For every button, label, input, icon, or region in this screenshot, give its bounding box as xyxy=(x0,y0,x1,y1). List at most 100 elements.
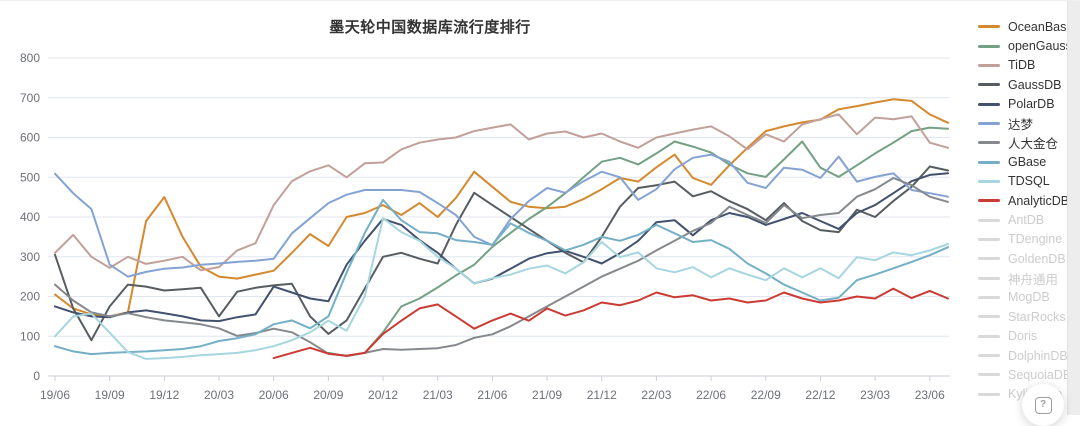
chart-legend: OceanBase openGauss TiDB GaussDB PolarDB 达梦人大… xyxy=(978,17,1078,404)
legend-swatch xyxy=(978,392,1000,396)
legend-item-人大金仓[interactable]: 人大金仓 xyxy=(978,133,1078,152)
legend-swatch xyxy=(978,334,1000,338)
legend-label: TDSQL xyxy=(1008,174,1050,189)
legend-item-神舟通用[interactable]: 神舟通用 xyxy=(978,268,1078,287)
y-axis-label: 200 xyxy=(20,290,40,304)
series-line-GaussDB xyxy=(54,165,949,342)
x-axis-label: 23/06 xyxy=(915,388,945,402)
legend-item-MogDB[interactable]: MogDB xyxy=(978,288,1078,307)
legend-label: PolarDB xyxy=(1008,97,1055,112)
legend-swatch xyxy=(978,354,1000,358)
x-axis-label: 19/09 xyxy=(95,388,125,402)
help-button[interactable]: ? xyxy=(1022,384,1064,426)
legend-item-GBase[interactable]: GBase xyxy=(978,152,1078,171)
x-axis-label: 19/06 xyxy=(40,388,70,402)
x-axis-label: 23/03 xyxy=(860,388,890,402)
legend-label: TDengine xyxy=(1008,232,1063,247)
legend-label: GoldenDB xyxy=(1008,251,1066,266)
legend-item-达梦[interactable]: 达梦 xyxy=(978,114,1078,133)
legend-swatch xyxy=(978,276,1000,280)
legend-label: DolphinDB xyxy=(1008,348,1068,363)
legend-label: openGauss xyxy=(1008,39,1072,54)
help-icon: ? xyxy=(1034,396,1052,414)
y-axis-label: 600 xyxy=(20,131,40,145)
legend-label: TiDB xyxy=(1008,58,1036,73)
x-axis-label: 22/09 xyxy=(751,388,781,402)
legend-swatch xyxy=(978,160,1000,164)
series-line-OceanBase xyxy=(54,98,949,318)
legend-swatch xyxy=(978,25,1000,29)
series-line-AnalyticDB xyxy=(272,287,949,360)
legend-swatch xyxy=(978,218,1000,222)
legend-item-TDengine[interactable]: TDengine xyxy=(978,230,1078,249)
page-right-gutter xyxy=(1067,1,1080,415)
legend-swatch xyxy=(978,44,1000,48)
legend-swatch xyxy=(978,199,1000,203)
line-chart-canvas: 0 100 200 300 400 500 600 700 800 19/06 19/09 19/12… xyxy=(20,51,950,402)
legend-item-TiDB[interactable]: TiDB xyxy=(978,56,1078,75)
x-axis-label: 21/09 xyxy=(532,388,562,402)
legend-swatch xyxy=(978,63,1000,67)
legend-label: GaussDB xyxy=(1008,77,1062,92)
x-axis-label: 21/03 xyxy=(423,388,453,402)
x-axis-label: 20/09 xyxy=(313,388,343,402)
legend-item-GoldenDB[interactable]: GoldenDB xyxy=(978,249,1078,268)
legend-item-AnalyticDB[interactable]: AnalyticDB xyxy=(978,191,1078,210)
legend-swatch xyxy=(978,257,1000,261)
legend-label: 人大金仓 xyxy=(1008,137,1059,152)
y-axis-label: 100 xyxy=(20,329,40,343)
legend-label: MogDB xyxy=(1008,290,1050,305)
legend-item-StarRocks[interactable]: StarRocks xyxy=(978,307,1078,326)
legend-swatch xyxy=(978,315,1000,319)
legend-label: GBase xyxy=(1008,155,1047,170)
legend-item-openGauss[interactable]: openGauss xyxy=(978,36,1078,55)
x-axis-label: 20/06 xyxy=(259,388,289,402)
legend-swatch xyxy=(978,295,1000,299)
x-axis-label: 19/12 xyxy=(149,388,179,402)
legend-label: OceanBase xyxy=(1008,19,1074,34)
y-axis-label: 300 xyxy=(20,250,40,264)
legend-item-AntDB[interactable]: AntDB xyxy=(978,210,1078,229)
x-axis-label: 21/06 xyxy=(477,388,507,402)
y-axis-label: 500 xyxy=(20,170,40,184)
legend-label: AntDB xyxy=(1008,213,1045,228)
legend-label: Doris xyxy=(1008,329,1038,344)
y-axis-label: 700 xyxy=(20,91,40,105)
y-axis-label: 0 xyxy=(33,369,40,383)
legend-swatch xyxy=(978,373,1000,377)
legend-item-Doris[interactable]: Doris xyxy=(978,327,1078,346)
series-line-TiDB xyxy=(54,113,949,272)
series-line-TDSQL xyxy=(54,217,949,360)
legend-swatch xyxy=(978,141,1000,145)
legend-swatch xyxy=(978,179,1000,183)
series-line-人大金仓 xyxy=(54,177,949,357)
legend-item-OceanBase[interactable]: OceanBase xyxy=(978,17,1078,36)
x-axis-label: 20/12 xyxy=(368,388,398,402)
legend-item-GaussDB[interactable]: GaussDB xyxy=(978,75,1078,94)
y-axis-label: 800 xyxy=(20,51,40,65)
legend-swatch xyxy=(978,102,1000,106)
legend-item-PolarDB[interactable]: PolarDB xyxy=(978,94,1078,113)
series-line-GBase xyxy=(54,198,949,356)
series-line-PolarDB xyxy=(54,172,949,323)
legend-item-DolphinDB[interactable]: DolphinDB xyxy=(978,346,1078,365)
legend-swatch xyxy=(978,121,1000,125)
series-line-达梦 xyxy=(54,153,949,278)
legend-item-TDSQL[interactable]: TDSQL xyxy=(978,172,1078,191)
legend-label: 达梦 xyxy=(1008,117,1034,132)
legend-label: SequoiaDB xyxy=(1008,367,1072,382)
legend-label: AnalyticDB xyxy=(1008,193,1070,208)
y-axis-label: 400 xyxy=(20,210,40,224)
legend-label: StarRocks xyxy=(1008,309,1066,324)
legend-item-SequoiaDB[interactable]: SequoiaDB xyxy=(978,365,1078,384)
legend-label: 神舟通用 xyxy=(1008,272,1059,287)
chart-title: 墨天轮中国数据库流行度排行 xyxy=(329,19,531,36)
series-line-openGauss xyxy=(327,126,949,358)
x-axis-label: 22/12 xyxy=(805,388,835,402)
legend-swatch xyxy=(978,83,1000,87)
x-axis-label: 22/06 xyxy=(696,388,726,402)
x-axis-label: 22/03 xyxy=(641,388,671,402)
x-axis-label: 20/03 xyxy=(204,388,234,402)
x-axis-label: 21/12 xyxy=(587,388,617,402)
legend-swatch xyxy=(978,237,1000,241)
